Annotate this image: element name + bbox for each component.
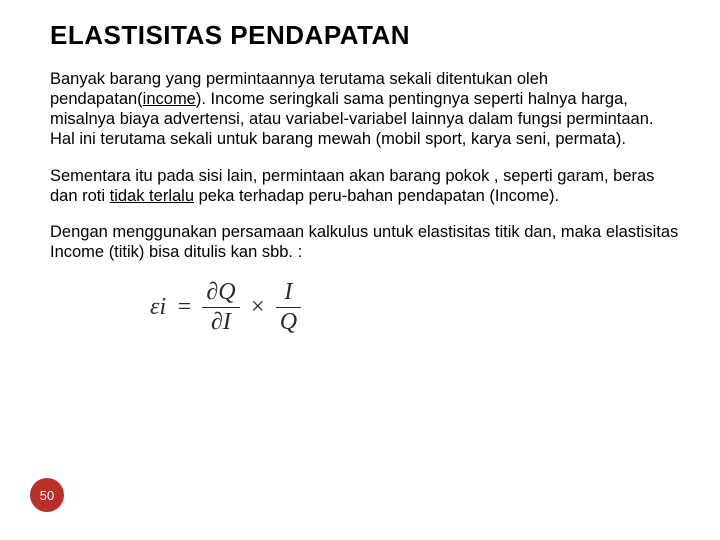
slide: ELASTISITAS PENDAPATAN Banyak barang yan… bbox=[0, 0, 720, 540]
page-number-badge: 50 bbox=[30, 478, 64, 512]
fraction-numerator: I bbox=[280, 278, 296, 307]
fraction-denominator: Q bbox=[276, 308, 301, 337]
fraction-numerator: ∂Q bbox=[202, 278, 239, 307]
times-sign: × bbox=[250, 294, 266, 321]
underlined-text: income bbox=[143, 90, 196, 108]
formula-lhs: εi bbox=[150, 294, 166, 321]
fraction-denominator: ∂I bbox=[207, 308, 235, 337]
equals-sign: = bbox=[176, 294, 192, 321]
text-segment: peka terhadap peru-bahan pendapatan (Inc… bbox=[194, 187, 559, 205]
formula: εi = ∂Q ∂I × I Q bbox=[150, 278, 680, 337]
underlined-text: tidak terlalu bbox=[110, 187, 194, 205]
fraction-1: ∂Q ∂I bbox=[202, 278, 239, 337]
paragraph-2: Sementara itu pada sisi lain, permintaan… bbox=[50, 166, 680, 206]
partial-symbol: ∂ bbox=[206, 279, 218, 305]
page-title: ELASTISITAS PENDAPATAN bbox=[50, 20, 680, 51]
partial-symbol: ∂ bbox=[211, 309, 223, 335]
variable-i: I bbox=[223, 309, 231, 335]
paragraph-3: Dengan menggunakan persamaan kalkulus un… bbox=[50, 222, 680, 262]
paragraph-1: Banyak barang yang permintaannya terutam… bbox=[50, 69, 680, 150]
fraction-2: I Q bbox=[276, 278, 301, 337]
variable-q: Q bbox=[218, 279, 235, 305]
